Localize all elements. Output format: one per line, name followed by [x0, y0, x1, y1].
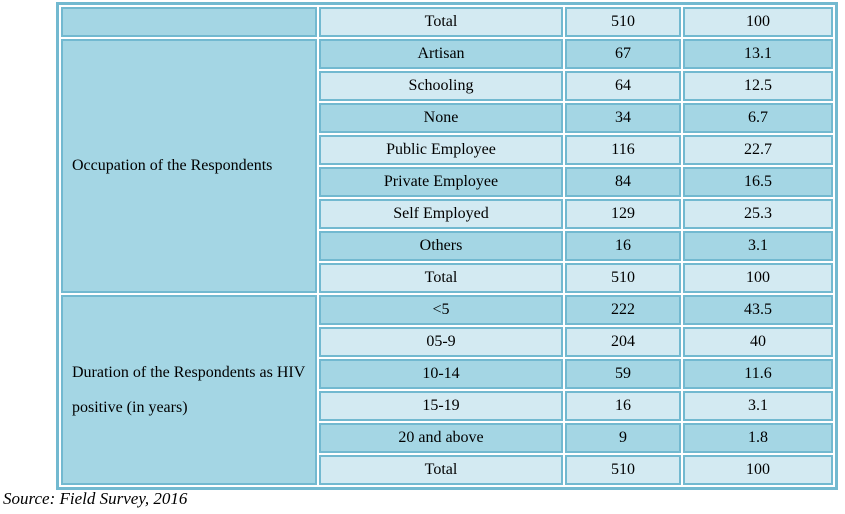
category-cell: Artisan — [319, 39, 563, 69]
frequency-cell: 510 — [565, 263, 681, 293]
table-row: 20 and above 9 1.8 — [61, 423, 833, 453]
table-row: Private Employee 84 16.5 — [61, 167, 833, 197]
percent-cell: 12.5 — [683, 71, 833, 101]
category-cell: 20 and above — [319, 423, 563, 453]
category-cell: Private Employee — [319, 167, 563, 197]
percent-cell: 43.5 — [683, 295, 833, 325]
percent-cell: 6.7 — [683, 103, 833, 133]
category-cell: Total — [319, 263, 563, 293]
table-row: Duration of the Respondents as HIV posit… — [61, 295, 833, 485]
frequency-cell: 129 — [565, 199, 681, 229]
category-cell: Public Employee — [319, 135, 563, 165]
table-row: Self Employed 129 25.3 — [61, 199, 833, 229]
frequency-cell: 84 — [565, 167, 681, 197]
category-cell: Self Employed — [319, 199, 563, 229]
frequency-cell: 59 — [565, 359, 681, 389]
frequency-cell: 510 — [565, 455, 681, 485]
group-label-cell: Duration of the Respondents as HIV posit… — [61, 295, 317, 485]
frequency-cell: 204 — [565, 327, 681, 357]
category-cell: 15-19 — [319, 391, 563, 421]
percent-cell: 3.1 — [683, 231, 833, 261]
percent-cell: 40 — [683, 327, 833, 357]
category-cell: Others — [319, 231, 563, 261]
frequency-cell: 116 — [565, 135, 681, 165]
percent-cell: 25.3 — [683, 199, 833, 229]
frequency-cell: 222 — [565, 295, 681, 325]
percent-cell: 100 — [683, 455, 833, 485]
table-row: Schooling 64 12.5 — [61, 71, 833, 101]
survey-table: Total 510 100 Occupation of the Respondents… — [56, 2, 838, 490]
table-row: None 34 6.7 — [61, 103, 833, 133]
category-cell: Total — [319, 7, 563, 37]
percent-cell: 100 — [683, 7, 833, 37]
frequency-cell: 34 — [565, 103, 681, 133]
percent-cell: 22.7 — [683, 135, 833, 165]
category-cell: 10-14 — [319, 359, 563, 389]
category-cell: Total — [319, 455, 563, 485]
table-row: Total 510 100 — [61, 263, 833, 293]
percent-cell: 100 — [683, 263, 833, 293]
category-cell: Schooling — [319, 71, 563, 101]
table-row: Total 510 100 — [61, 7, 833, 37]
percent-cell: 11.6 — [683, 359, 833, 389]
percent-cell: 1.8 — [683, 423, 833, 453]
frequency-cell: 16 — [565, 391, 681, 421]
survey-table-body: Total 510 100 Occupation of the Respondents… — [61, 7, 833, 485]
table-row: Occupation of the Respondents Artisan 67 13… — [61, 39, 833, 293]
table-row: 10-14 59 11.6 — [61, 359, 833, 389]
table-row: Others 16 3.1 — [61, 231, 833, 261]
table-row: 15-19 16 3.1 — [61, 391, 833, 421]
table-row: 05-9 204 40 — [61, 327, 833, 357]
category-cell: None — [319, 103, 563, 133]
percent-cell: 16.5 — [683, 167, 833, 197]
group-label-cell — [61, 7, 317, 37]
frequency-cell: 16 — [565, 231, 681, 261]
frequency-cell: 67 — [565, 39, 681, 69]
percent-cell: 13.1 — [683, 39, 833, 69]
percent-cell: 3.1 — [683, 391, 833, 421]
group-label-cell: Occupation of the Respondents — [61, 39, 317, 293]
frequency-cell: 64 — [565, 71, 681, 101]
table-row: Total 510 100 — [61, 455, 833, 485]
category-cell: 05-9 — [319, 327, 563, 357]
category-cell: <5 — [319, 295, 563, 325]
frequency-cell: 510 — [565, 7, 681, 37]
table-row: Public Employee 116 22.7 — [61, 135, 833, 165]
source-note: Source: Field Survey, 2016 — [3, 489, 188, 508]
frequency-cell: 9 — [565, 423, 681, 453]
